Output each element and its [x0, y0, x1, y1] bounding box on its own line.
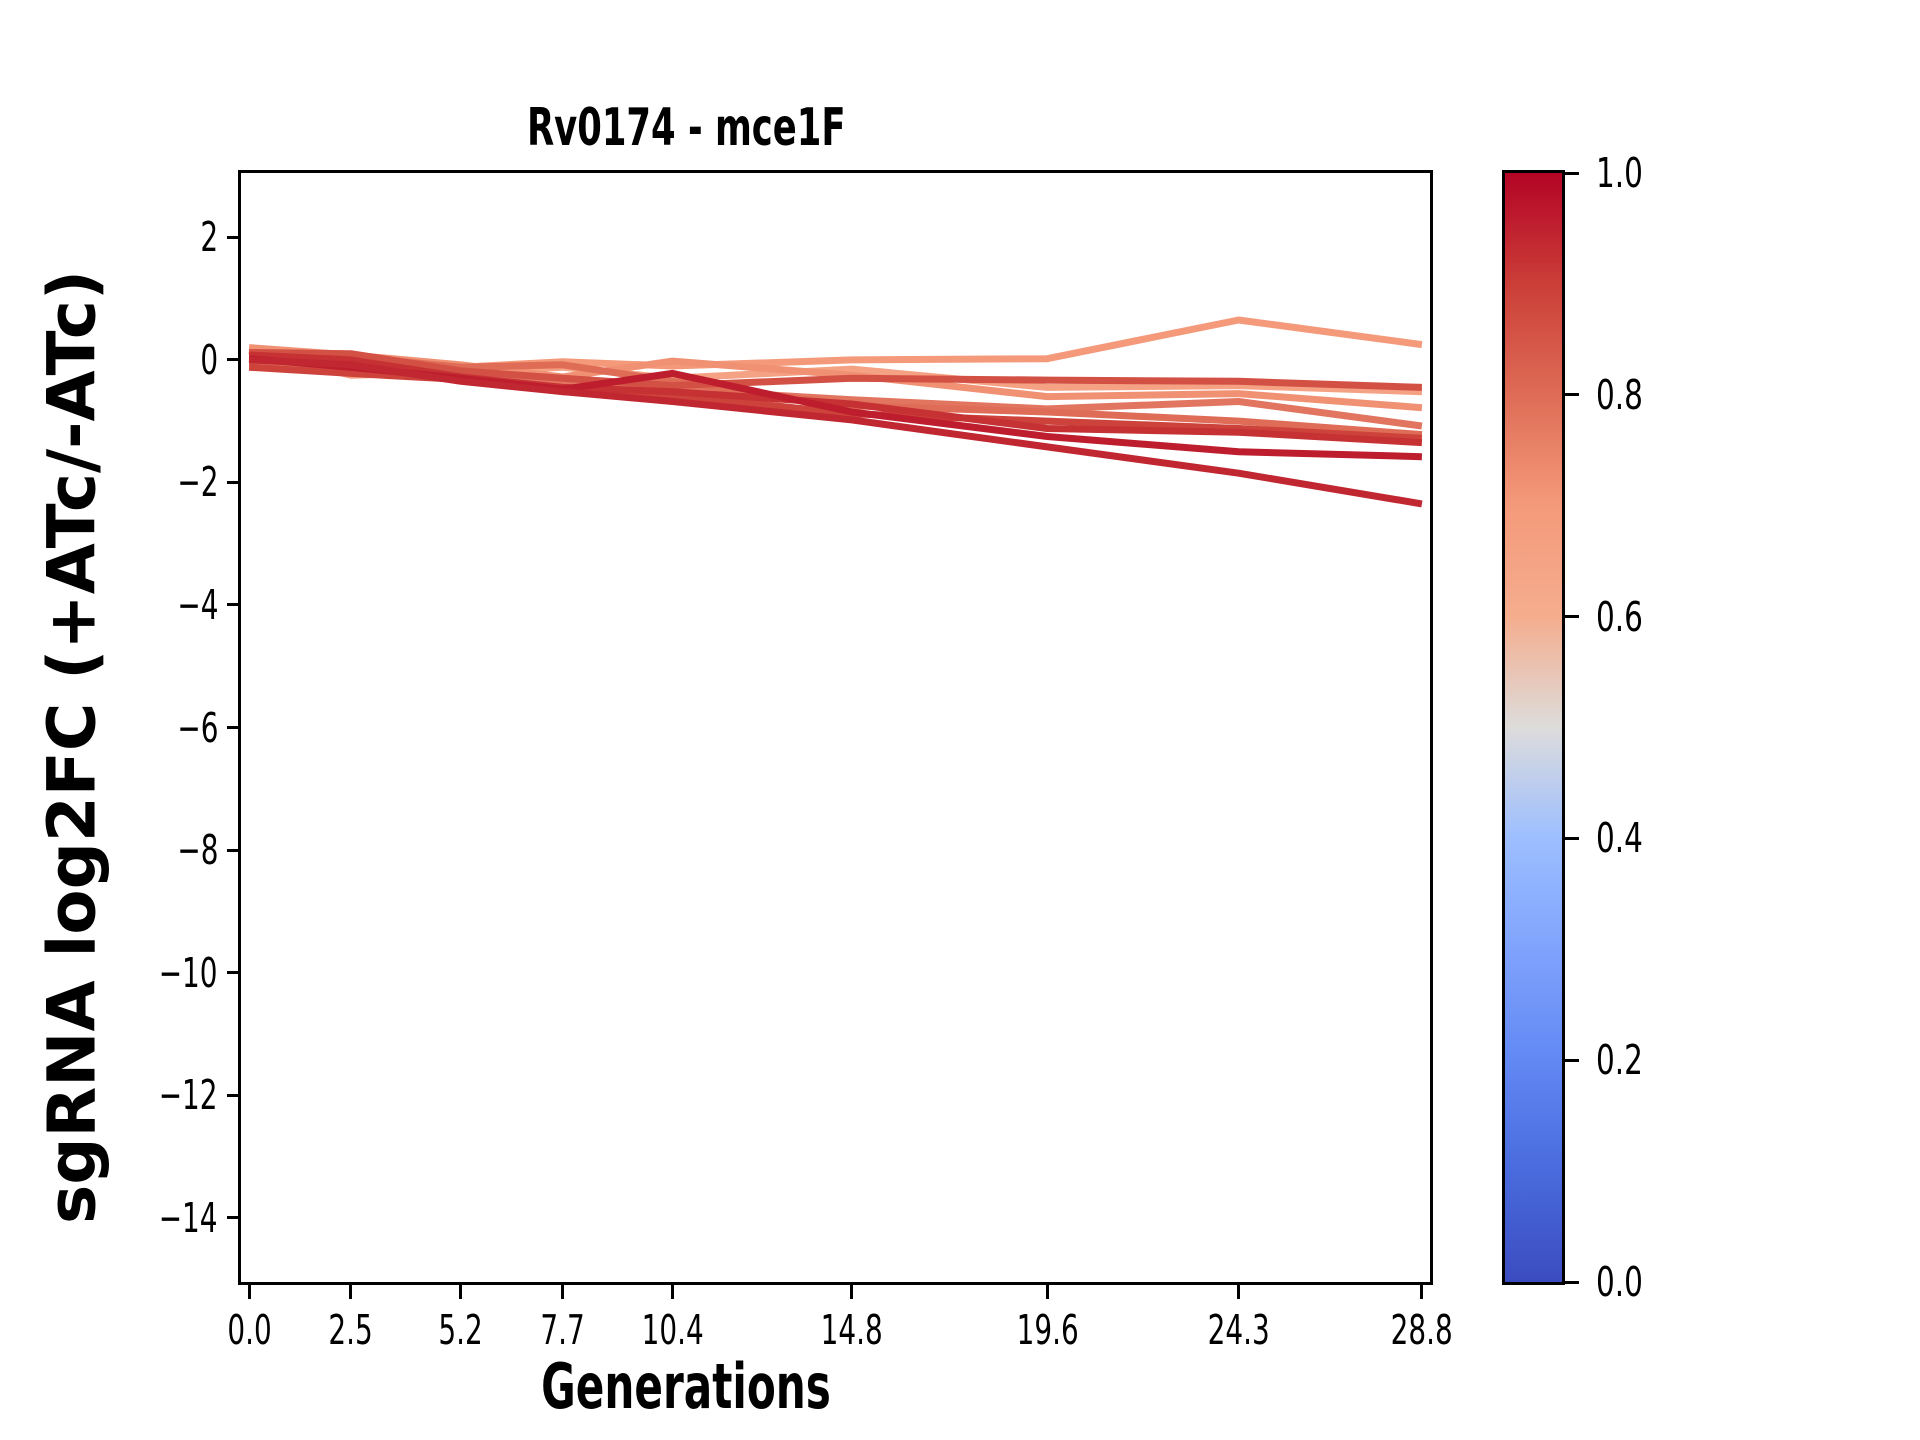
colorbar-tick-mark — [1565, 171, 1579, 175]
colorbar-tick-label-text: 0.2 — [1596, 1036, 1643, 1085]
x-tick-label-text: 14.8 — [820, 1306, 883, 1354]
colorbar-tick-label-text: 0.0 — [1596, 1258, 1643, 1306]
x-tick-label: 14.8 — [772, 1306, 932, 1354]
y-tick-mark — [227, 971, 241, 975]
series-line-sgRNA-06 — [249, 349, 1423, 391]
line-series-canvas — [248, 316, 1423, 508]
colorbar-tick-label-text: 0.6 — [1596, 592, 1643, 641]
y-tick-label-text: −10 — [159, 948, 218, 997]
x-tick-label: 24.3 — [1159, 1306, 1319, 1354]
y-tick-mark — [227, 1216, 241, 1220]
colorbar-tick-label: 1.0 — [1596, 149, 1661, 197]
x-tick-label: 28.8 — [1342, 1306, 1502, 1354]
colorbar-tick-mark — [1565, 1280, 1579, 1284]
x-tick-label: 5.2 — [381, 1306, 541, 1354]
colorbar-tick-label: 0.0 — [1596, 1258, 1661, 1306]
x-tick-mark — [850, 1285, 854, 1299]
y-tick-label: −2 — [58, 458, 218, 506]
x-axis-label: Generations — [0, 1350, 1372, 1423]
x-tick-label-text: 2.5 — [328, 1306, 374, 1354]
chart-title: Rv0174 - mce1F — [0, 98, 1372, 158]
x-tick-label-text: 7.7 — [540, 1306, 585, 1354]
y-tick-mark — [227, 848, 241, 852]
y-tick-label: 0 — [58, 336, 218, 384]
x-tick-label: 19.6 — [967, 1306, 1127, 1354]
x-axis-label-text: Generations — [541, 1350, 831, 1423]
x-tick-mark — [459, 1285, 463, 1299]
x-tick-label: 2.5 — [271, 1306, 431, 1354]
x-tick-label-text: 19.6 — [1016, 1306, 1079, 1354]
y-tick-label: −4 — [58, 581, 218, 629]
y-tick-label: −8 — [58, 826, 218, 874]
x-tick-label: 0.0 — [169, 1306, 329, 1354]
y-tick-label-text: −8 — [176, 826, 218, 875]
colorbar-tick-label: 0.6 — [1596, 593, 1661, 641]
x-tick-mark — [247, 1285, 251, 1299]
y-tick-label-text: −14 — [159, 1193, 218, 1242]
y-tick-label-text: −4 — [176, 580, 218, 629]
colorbar-tick-label-text: 1.0 — [1596, 149, 1643, 197]
y-tick-label: −14 — [58, 1194, 218, 1242]
y-tick-label-text: 2 — [200, 213, 218, 262]
x-tick-label: 10.4 — [593, 1306, 753, 1354]
x-tick-label-text: 28.8 — [1390, 1306, 1453, 1354]
y-tick-mark — [227, 480, 241, 484]
colorbar-tick-mark — [1565, 836, 1579, 840]
y-tick-mark — [227, 603, 241, 607]
y-tick-label-text: 0 — [200, 335, 218, 384]
y-tick-label-text: −2 — [176, 458, 218, 507]
x-tick-label: 7.7 — [483, 1306, 643, 1354]
x-tick-label-text: 5.2 — [438, 1306, 484, 1354]
x-tick-mark — [671, 1285, 675, 1299]
chart-title-text: Rv0174 - mce1F — [526, 98, 846, 158]
x-tick-mark — [1420, 1285, 1424, 1299]
series-line-sgRNA-10 — [248, 356, 1423, 508]
x-tick-mark — [349, 1285, 353, 1299]
colorbar-tick-label: 0.2 — [1596, 1036, 1661, 1084]
x-tick-mark — [1045, 1285, 1049, 1299]
x-tick-mark — [1237, 1285, 1241, 1299]
colorbar-tick-mark — [1565, 615, 1579, 619]
y-tick-mark — [227, 358, 241, 362]
y-tick-mark — [227, 1093, 241, 1097]
colorbar-tick-label-text: 0.4 — [1596, 814, 1643, 863]
y-tick-label: −12 — [58, 1071, 218, 1119]
x-tick-label-text: 10.4 — [641, 1306, 704, 1354]
x-tick-label-text: 0.0 — [226, 1306, 272, 1354]
colorbar-tick-label: 0.4 — [1596, 814, 1661, 862]
plot-area — [238, 170, 1433, 1285]
series-line-sgRNA-07 — [248, 363, 1423, 442]
y-tick-mark — [227, 235, 241, 239]
x-tick-mark — [561, 1285, 565, 1299]
x-tick-label-text: 24.3 — [1207, 1306, 1270, 1354]
y-tick-label: −10 — [58, 949, 218, 997]
colorbar-tick-mark — [1565, 1058, 1579, 1062]
y-tick-label-text: −12 — [159, 1071, 218, 1120]
y-tick-label: −6 — [58, 704, 218, 752]
colorbar-gradient — [1502, 170, 1565, 1285]
series-line-sgRNA-08 — [248, 351, 1423, 447]
y-tick-label: 2 — [58, 213, 218, 261]
y-tick-mark — [227, 726, 241, 729]
colorbar-tick-label-text: 0.8 — [1596, 370, 1643, 419]
colorbar-tick-label: 0.8 — [1596, 371, 1661, 419]
colorbar-tick-mark — [1565, 393, 1579, 397]
y-tick-label-text: −6 — [176, 703, 218, 752]
